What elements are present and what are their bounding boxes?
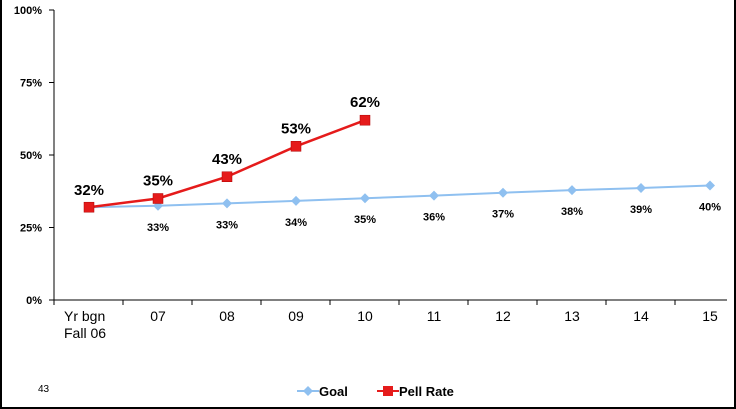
legend-square-marker xyxy=(383,386,393,396)
pell-rate-data-label: 32% xyxy=(74,182,104,199)
x-tick-label: Yr bgn Fall 06 xyxy=(64,308,106,341)
pell-rate-point xyxy=(290,141,302,152)
series-line-goal xyxy=(88,184,711,209)
x-tick-label-line: 15 xyxy=(702,308,718,324)
x-tick-label-line: 14 xyxy=(633,308,649,324)
pell-rate-data-label: 62% xyxy=(350,94,380,111)
x-tick-label: 07 xyxy=(150,308,166,324)
x-tick-label: 12 xyxy=(495,308,511,324)
goal-point xyxy=(567,185,577,196)
goal-data-label: 34% xyxy=(285,217,307,229)
goal-point xyxy=(498,187,508,198)
x-tick-label-line: 07 xyxy=(150,308,166,324)
x-tick-label-line: Yr bgn xyxy=(64,308,105,324)
y-tick-label: 0% xyxy=(26,295,42,307)
pell-rate-point xyxy=(152,193,164,204)
goal-point xyxy=(360,193,370,204)
pell-rate-point xyxy=(83,201,95,213)
y-tick-label: 75% xyxy=(20,78,42,90)
x-tick-label-line: 10 xyxy=(357,308,373,324)
goal-data-label: 33% xyxy=(216,219,238,231)
goal-data-label: 33% xyxy=(147,222,169,234)
goal-point xyxy=(636,183,646,194)
x-tick-label-line: 09 xyxy=(288,308,304,324)
goal-data-label: 37% xyxy=(492,209,514,221)
slide-number: 43 xyxy=(38,384,50,395)
goal-data-label: 39% xyxy=(630,204,652,216)
legend: Goal Pell Rate xyxy=(297,384,454,399)
x-tick-label-line: Fall 06 xyxy=(64,325,106,341)
goal-data-label: 36% xyxy=(423,212,445,224)
goal-point xyxy=(429,190,439,201)
x-tick-label: 13 xyxy=(564,308,580,324)
goal-data-label: 35% xyxy=(354,214,376,226)
goal-point xyxy=(222,198,232,209)
legend-diamond-marker xyxy=(303,386,313,396)
y-tick-label: 100% xyxy=(14,5,42,17)
x-tick-label: 08 xyxy=(219,308,235,324)
goal-point xyxy=(291,195,301,206)
x-tick-label-line: 12 xyxy=(495,308,511,324)
x-tick-label: 11 xyxy=(427,308,442,324)
x-tick-label: 15 xyxy=(702,308,718,324)
x-axis: Yr bgn Fall 06 07 08 09 10 11 12 13 14 15 xyxy=(53,299,727,341)
series-layer xyxy=(83,114,715,213)
x-tick-label: 10 xyxy=(357,308,373,324)
pell-rate-point xyxy=(359,114,371,126)
pell-rate-point xyxy=(221,171,233,182)
x-tick-label-line: 13 xyxy=(564,308,580,324)
goal-data-label: 40% xyxy=(699,201,721,213)
x-tick-label: 14 xyxy=(633,308,649,324)
data-labels: 33% 33% 34% 35% 36% 37% 38% 39% 40% 32% 35% 43% 53% 6… xyxy=(74,94,721,234)
x-tick-label-line: 11 xyxy=(427,308,442,324)
goal-point xyxy=(705,180,715,191)
y-tick-label: 25% xyxy=(20,223,42,235)
legend-label: Goal xyxy=(319,384,348,399)
y-tick-label: 50% xyxy=(20,150,42,162)
pell-rate-data-label: 53% xyxy=(281,120,311,137)
pell-rate-data-label: 35% xyxy=(143,173,173,190)
pell-rate-data-label: 43% xyxy=(212,151,242,168)
y-axis: 0% 25% 50% 75% 100% xyxy=(14,5,55,307)
goal-data-label: 38% xyxy=(561,206,583,218)
legend-label: Pell Rate xyxy=(399,384,454,399)
x-tick-label: 09 xyxy=(288,308,304,324)
x-tick-label-line: 08 xyxy=(219,308,235,324)
